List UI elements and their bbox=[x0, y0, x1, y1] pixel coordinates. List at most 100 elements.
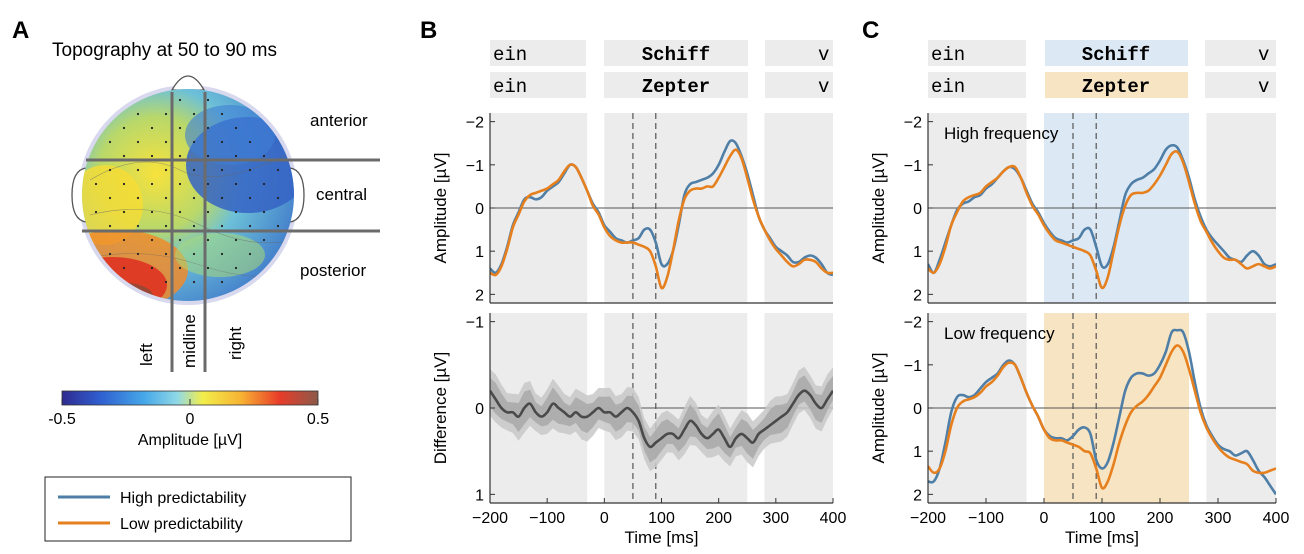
x-tick-label: −200 bbox=[472, 510, 508, 527]
electrode-dot bbox=[178, 98, 182, 102]
right-ear bbox=[289, 167, 305, 223]
stimulus-words-c: ein Schiff v ein Zepter v bbox=[928, 40, 1276, 98]
electrode-dot bbox=[108, 252, 112, 256]
label-posterior: posterior bbox=[300, 261, 366, 280]
colorbar-tick-max: 0.5 bbox=[307, 411, 329, 428]
electrode-dot bbox=[206, 182, 210, 186]
electrode-dot bbox=[220, 140, 224, 144]
electrode-dot bbox=[136, 112, 140, 116]
electrode-dot bbox=[262, 210, 266, 214]
y-tick-label: 0 bbox=[475, 401, 484, 418]
series-low-line bbox=[928, 344, 1276, 490]
x-tick-label: −100 bbox=[968, 510, 1004, 527]
panel-a-letter: A bbox=[12, 17, 29, 44]
electrode-dot bbox=[234, 210, 238, 214]
annotation-high-frequency: High frequency bbox=[944, 124, 1059, 143]
electrode-dot bbox=[248, 224, 252, 228]
electrode-dot bbox=[220, 280, 224, 284]
electrode-dot bbox=[150, 182, 154, 186]
label-right: right bbox=[226, 327, 245, 360]
series-low-line bbox=[490, 148, 833, 290]
x-tick-label: 200 bbox=[1147, 510, 1174, 527]
y-axis-label: Amplitude [µV] bbox=[431, 153, 450, 264]
colorbar-label: Amplitude [µV] bbox=[138, 432, 242, 449]
label-left: left bbox=[137, 343, 156, 366]
y-tick-label: 2 bbox=[475, 287, 484, 304]
electrode-dot bbox=[108, 168, 112, 172]
y-tick-label: −1 bbox=[904, 358, 922, 375]
stim-b-next-2: v bbox=[818, 76, 829, 98]
electrode-dot bbox=[150, 154, 154, 158]
electrode-dot bbox=[206, 266, 210, 270]
x-tick-label: 0 bbox=[600, 510, 609, 527]
electrode-dot bbox=[192, 112, 196, 116]
electrode-dot bbox=[206, 98, 210, 102]
legend-low-label: Low predictability bbox=[120, 516, 243, 533]
electrode-dot bbox=[248, 196, 252, 200]
electrode-dot bbox=[234, 238, 238, 242]
x-tick-label: 100 bbox=[1089, 510, 1116, 527]
electrode-dot bbox=[262, 154, 266, 158]
electrode-dot bbox=[178, 238, 182, 242]
electrode-dot bbox=[178, 210, 182, 214]
x-tick-label: −200 bbox=[910, 510, 946, 527]
electrode-dot bbox=[108, 196, 112, 200]
electrode-dot bbox=[192, 280, 196, 284]
x-tick-label: 200 bbox=[705, 510, 732, 527]
stimulus-words-b: ein Schiff v ein Zepter v bbox=[490, 40, 833, 98]
y-tick-label: −1 bbox=[466, 158, 484, 175]
electrode-dot bbox=[192, 252, 196, 256]
y-tick-label: 0 bbox=[475, 201, 484, 218]
electrode-dot bbox=[178, 154, 182, 158]
electrode-dot bbox=[122, 266, 126, 270]
y-axis-label: Amplitude [µV] bbox=[869, 153, 888, 264]
left-ear bbox=[71, 167, 87, 223]
electrode-dot bbox=[192, 224, 196, 228]
panel-c-letter: C bbox=[862, 17, 879, 44]
x-tick-label: 300 bbox=[1205, 510, 1232, 527]
y-tick-label: −1 bbox=[466, 315, 484, 332]
stim-c-det-1: ein bbox=[931, 44, 965, 66]
chart-b-top: −2 −1 0 1 2 Amplitude [µV] bbox=[431, 113, 833, 304]
electrode-dot bbox=[164, 112, 168, 116]
electrode-dot bbox=[122, 210, 126, 214]
electrode-dot bbox=[276, 168, 280, 172]
electrode-dot bbox=[206, 210, 210, 214]
ci-inner-band bbox=[490, 375, 833, 463]
colorbar-tick-min: -0.5 bbox=[48, 411, 76, 428]
annotation-low-frequency: Low frequency bbox=[944, 324, 1055, 343]
x-tick-label: 0 bbox=[1040, 510, 1049, 527]
stim-b-det-1: ein bbox=[493, 44, 527, 66]
electrode-dot bbox=[234, 266, 238, 270]
stim-c-next-1: v bbox=[1258, 44, 1269, 66]
electrode-dot bbox=[234, 126, 238, 130]
electrode-dot bbox=[220, 224, 224, 228]
electrode-dot bbox=[136, 224, 140, 228]
panel-a-title: Topography at 50 to 90 ms bbox=[52, 40, 277, 61]
label-anterior: anterior bbox=[310, 111, 368, 130]
electrode-dot bbox=[164, 224, 168, 228]
electrode-dot bbox=[94, 210, 98, 214]
electrode-dot bbox=[220, 196, 224, 200]
electrode-dot bbox=[136, 168, 140, 172]
nose bbox=[170, 75, 206, 91]
electrode-dot bbox=[122, 154, 126, 158]
y-tick-label: 0 bbox=[913, 401, 922, 418]
electrode-dot bbox=[178, 126, 182, 130]
electrode-dot bbox=[276, 224, 280, 228]
electrode-dot bbox=[94, 182, 98, 186]
electrode-dot bbox=[248, 140, 252, 144]
y-tick-label: −2 bbox=[904, 315, 922, 332]
stim-b-noun-2: Zepter bbox=[642, 76, 710, 98]
stim-b-next-1: v bbox=[818, 44, 829, 66]
electrode-dot bbox=[108, 140, 112, 144]
series-high-line bbox=[928, 143, 1276, 275]
stim-b-noun-1: Schiff bbox=[642, 44, 710, 66]
electrode-dot bbox=[164, 252, 168, 256]
electrode-dot bbox=[150, 238, 154, 242]
electrode-dot bbox=[164, 280, 168, 284]
electrode-dot bbox=[136, 140, 140, 144]
region-grid bbox=[82, 92, 380, 372]
electrode-dot bbox=[220, 168, 224, 172]
legend-high-label: High predictability bbox=[120, 490, 246, 507]
